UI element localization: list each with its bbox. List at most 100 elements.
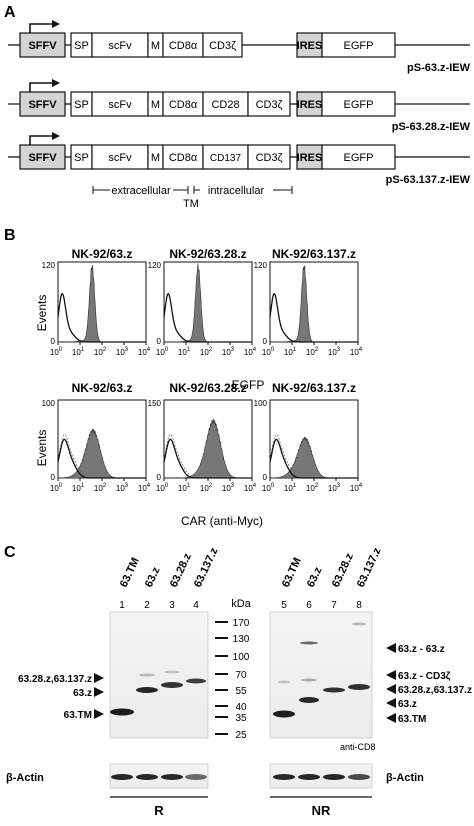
lane-number: 6 <box>306 600 312 611</box>
band-arrow-icon <box>94 673 104 683</box>
y-tick-zero: 0 <box>51 337 56 346</box>
blot-band <box>299 697 319 703</box>
domain-scale <box>92 186 293 194</box>
y-tick-zero: 0 <box>51 473 56 482</box>
band-arrow-icon <box>386 684 396 694</box>
y-tick-max: 120 <box>148 261 162 270</box>
segment-label: SFFV <box>28 152 57 164</box>
promoter-arrow-icon <box>29 135 52 145</box>
x-tick-label: 101 <box>284 483 297 493</box>
segment-label: SP <box>74 40 89 52</box>
control-histogram <box>57 292 146 343</box>
marker-label: 35 <box>235 713 247 724</box>
marker-label: 25 <box>235 730 247 741</box>
segment-label: SP <box>74 99 89 111</box>
band-arrow-icon <box>386 698 396 708</box>
segment-scfv <box>91 144 149 170</box>
lane-label: 63.TM <box>118 556 142 589</box>
band-label-right: 63.z <box>398 699 417 710</box>
x-tick-label: 100 <box>262 347 275 357</box>
x-tick-label: 103 <box>328 483 341 493</box>
x-tick-label: 102 <box>94 347 107 357</box>
y-tick-zero: 0 <box>263 473 268 482</box>
x-tick-label: 102 <box>94 483 107 493</box>
lane-number: 1 <box>119 600 125 611</box>
x-tick-label: 104 <box>350 347 363 357</box>
y-tick-max: 100 <box>42 399 56 408</box>
segment-cd3 <box>202 32 243 58</box>
segment-label: CD8α <box>169 99 198 111</box>
x-tick-label: 104 <box>138 483 151 493</box>
band-label-left: 63.28.z,63.137.z <box>18 674 92 685</box>
segment-label: CD8α <box>169 40 198 52</box>
y-tick-max: 120 <box>42 261 56 270</box>
segment-label: CD3ζ <box>209 40 236 52</box>
segment-label: M <box>151 152 160 164</box>
blot-band <box>136 774 158 780</box>
segment-ires <box>296 144 323 170</box>
x-tick-label: 101 <box>72 347 85 357</box>
segment-ires <box>296 32 323 58</box>
band-label-left: 63.z <box>73 688 92 699</box>
x-tick-label: 103 <box>116 483 129 493</box>
segment-ires <box>296 91 323 117</box>
segment-sffv <box>19 32 66 58</box>
condition-label-left: R <box>154 803 164 818</box>
histogram-title: NK-92/63.137.z <box>272 247 356 261</box>
segment-label: scFv <box>108 40 132 52</box>
panel-a-letter: A <box>4 4 16 21</box>
x-tick-label: 104 <box>244 483 257 493</box>
lane-number: 4 <box>193 600 199 611</box>
actin-label-right: β-Actin <box>386 772 424 784</box>
blot-band <box>139 673 155 677</box>
x-tick-label: 101 <box>284 347 297 357</box>
marker-label: 170 <box>233 618 250 629</box>
row1-y-label: Events <box>35 295 49 332</box>
arrowhead-icon <box>52 132 60 140</box>
promoter-arrow-icon <box>29 82 52 92</box>
blot-nonreducing <box>269 611 373 739</box>
marker-label: 55 <box>235 686 247 697</box>
construct-diagrams: SFFV SP scFv M CD8α CD3ζ IRES EGFP pS-63.z-IEW SF… <box>8 20 471 186</box>
blot-band <box>298 774 320 780</box>
lane-label: 63.137.z <box>355 545 384 589</box>
segment-label: M <box>151 99 160 111</box>
x-tick-label: 104 <box>244 347 257 357</box>
x-tick-label: 100 <box>50 347 63 357</box>
segment-label: M <box>151 40 160 52</box>
segment-label: EGFP <box>344 99 374 111</box>
lane-label: 63.28.z <box>168 551 194 589</box>
marker-label: 40 <box>235 702 247 713</box>
segment-label: CD8α <box>169 152 198 164</box>
blot-band <box>273 774 295 780</box>
segment-label: SFFV <box>28 99 57 111</box>
blot-band <box>164 670 180 674</box>
segment-cd137 <box>202 144 249 170</box>
lane-number: 3 <box>169 600 175 611</box>
lane-label: 63.137.z <box>192 545 221 589</box>
x-tick-label: 103 <box>222 347 235 357</box>
segment-egfp <box>321 91 396 117</box>
blot-band <box>111 774 133 780</box>
construct-2: SFFV SP scFv M CD8α CD28 CD3ζ IRES EGFP pS-63.28.… <box>8 79 471 133</box>
segment-label: IRES <box>297 40 323 52</box>
arrowhead-icon <box>52 79 60 87</box>
segment-label: SFFV <box>28 40 57 52</box>
control-histogram <box>57 438 146 479</box>
plot-frame <box>163 261 253 343</box>
x-tick-label: 103 <box>328 347 341 357</box>
band-label-right: 63.TM <box>398 714 426 725</box>
construct-name: pS-63.z-IEW <box>407 62 471 74</box>
histogram-title: NK-92/63.137.z <box>272 381 356 395</box>
row2-x-label: CAR (anti-Myc) <box>181 514 263 528</box>
segment-label: SP <box>74 152 89 164</box>
blot-band <box>161 682 183 688</box>
y-tick-zero: 0 <box>157 337 162 346</box>
blot-band <box>136 687 158 693</box>
segment-egfp <box>321 144 396 170</box>
segment-label: EGFP <box>344 152 374 164</box>
segment-cd3 <box>247 144 291 170</box>
